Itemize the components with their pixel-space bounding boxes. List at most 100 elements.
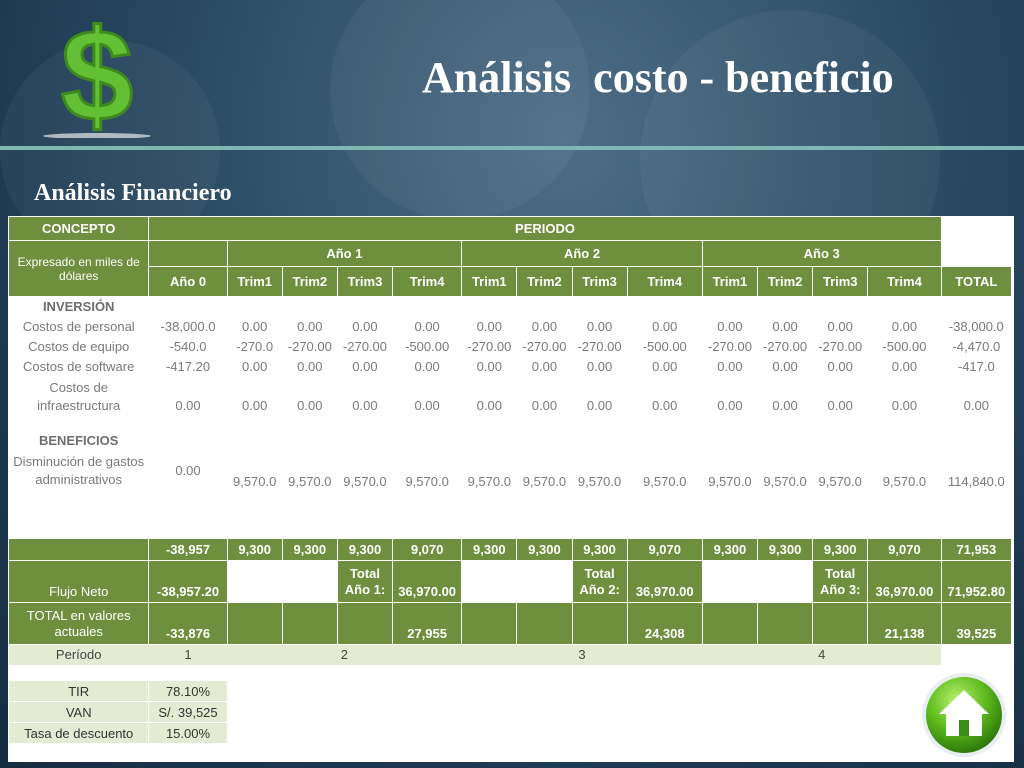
cost-value: -38,000.0 (948, 319, 1004, 334)
stat-value: 78.10% (148, 680, 228, 702)
benefit-value: 9,570.0 (763, 473, 807, 489)
section-spacer (149, 297, 1012, 317)
header-trim: Trim1 (461, 266, 518, 297)
empty-cell (701, 602, 758, 645)
cost-value: 0.00 (242, 397, 268, 413)
spacer-row (9, 417, 1012, 431)
header-trim: Trim1 (701, 266, 758, 297)
header-trim: Trim3 (336, 266, 394, 297)
cost-value: -500.00 (882, 339, 927, 354)
header-total: TOTAL (940, 266, 1013, 297)
cost-value: -270.0 (236, 339, 274, 354)
empty-cell (8, 538, 150, 561)
section-subtitle: Análisis Financiero (34, 180, 232, 206)
cost-value: 0.00 (586, 359, 613, 374)
stat-row: VAN S/. 39,525 (8, 701, 1012, 723)
benefit-value: 9,570.0 (343, 473, 387, 489)
benefit-value: 9,570.0 (882, 473, 927, 489)
cost-value: 0.00 (652, 397, 678, 413)
empty-cell (756, 560, 814, 603)
header-trim: Trim3 (571, 266, 628, 297)
sum-value: 9,300 (571, 538, 628, 561)
header-year-1: Año 1 (226, 240, 463, 267)
cost-value: -500.00 (405, 339, 450, 354)
header-trim: Trim2 (756, 266, 814, 297)
cost-value: 0.00 (352, 319, 378, 334)
cost-value: 0.00 (531, 397, 558, 413)
cost-value: -500.00 (642, 339, 687, 354)
cost-row-label: Costos de equipo (28, 339, 130, 354)
cost-value: -417.20 (165, 359, 211, 374)
total-year-3: 36,970.00 (867, 560, 942, 603)
valores-total: 39,525 (940, 602, 1013, 645)
header-trim: Trim4 (392, 266, 463, 297)
empty-cell (227, 701, 1012, 723)
empty-cell (281, 602, 338, 645)
slide-title: Análisis costo - beneficio (422, 53, 894, 102)
cost-value: 0.00 (586, 397, 613, 413)
cost-value: 0.00 (717, 319, 743, 334)
section-beneficios: BENEFICIOS (38, 433, 119, 448)
total-year-2: 36,970.00 (626, 560, 703, 603)
total-year-1: 36,970.00 (392, 560, 463, 603)
cost-value: -270.00 (287, 339, 332, 354)
stat-row: Tasa de descuento 15.00% (8, 722, 1012, 744)
header-expresado: Expresado en miles de dólares (8, 240, 150, 297)
periodo-value: 3 (461, 644, 703, 665)
stat-label: Tasa de descuento (8, 722, 150, 744)
cost-value: 0.00 (297, 319, 323, 334)
valores-year-3: 21,138 (867, 602, 942, 645)
cost-value: 0.00 (772, 319, 798, 334)
home-icon[interactable] (919, 670, 1009, 760)
cost-value: 0.00 (891, 319, 918, 334)
sum-value: 9,070 (392, 538, 463, 561)
empty-cell (227, 680, 1012, 702)
cost-value: 0.00 (652, 319, 678, 334)
cost-value: 0.00 (352, 359, 378, 374)
cost-value: 0.00 (827, 319, 853, 334)
cost-value: 0.00 (772, 397, 798, 413)
cost-row: Costos de equipo -540.0 -270.0 -270.00 -270.… (9, 337, 1012, 357)
valores-year-1: 27,955 (392, 602, 463, 645)
empty-cell (336, 602, 394, 645)
cost-value: 0.00 (717, 359, 743, 374)
header-anio0: Año 0 (148, 266, 228, 297)
header-concepto: CONCEPTO (8, 216, 150, 241)
stat-label: TIR (8, 680, 150, 702)
empty-cell (941, 644, 1012, 665)
benefit-value: 114,840.0 (947, 473, 1005, 489)
benefit-row: Disminución de gastos administrativos 0.0… (9, 451, 1012, 491)
valores-year-2: 24,308 (626, 602, 703, 645)
cost-value: 0.00 (352, 397, 378, 413)
stat-value: 15.00% (148, 722, 228, 744)
header-trim: Trim3 (812, 266, 869, 297)
sum-value: 9,300 (756, 538, 814, 561)
cost-value: 0.00 (414, 359, 440, 374)
dollar-icon: $ (43, 8, 151, 138)
sum-value: 9,300 (812, 538, 869, 561)
flujo-anio0: -38,957.20 (148, 560, 228, 603)
cost-value: 0.00 (963, 397, 989, 413)
cost-value: -270.00 (342, 339, 387, 354)
spacer-row (9, 491, 1012, 539)
cost-row: Costos de personal -38,000.0 0.00 0.00 0.00 0… (9, 317, 1012, 337)
cost-row: Costos de infraestructura 0.00 0.00 0.00 0.0… (9, 377, 1012, 417)
total-year-3-label: Total Año 3: (812, 560, 869, 603)
cost-value: -38,000.0 (160, 319, 216, 334)
cost-value: 0.00 (891, 397, 918, 413)
background-circle (330, 0, 590, 220)
cost-value: 0.00 (891, 359, 918, 374)
cost-value: -417.0 (957, 359, 995, 374)
header-trim: Trim2 (281, 266, 338, 297)
total-year-2-label: Total Año 2: (571, 560, 628, 603)
cost-value: 0.00 (827, 397, 853, 413)
cost-value: -270.00 (763, 339, 808, 354)
cost-value: 0.00 (242, 319, 268, 334)
benefit-value: 9,570.0 (522, 473, 567, 489)
sum-row: -38,957 9,300 9,300 9,300 9,070 9,300 9,300 9,3… (8, 538, 1013, 561)
sum-value: 9,300 (226, 538, 283, 561)
header-trim: Trim2 (516, 266, 573, 297)
cost-value: -270.00 (522, 339, 567, 354)
cost-value: 0.00 (414, 319, 440, 334)
header-trim: Trim4 (626, 266, 703, 297)
